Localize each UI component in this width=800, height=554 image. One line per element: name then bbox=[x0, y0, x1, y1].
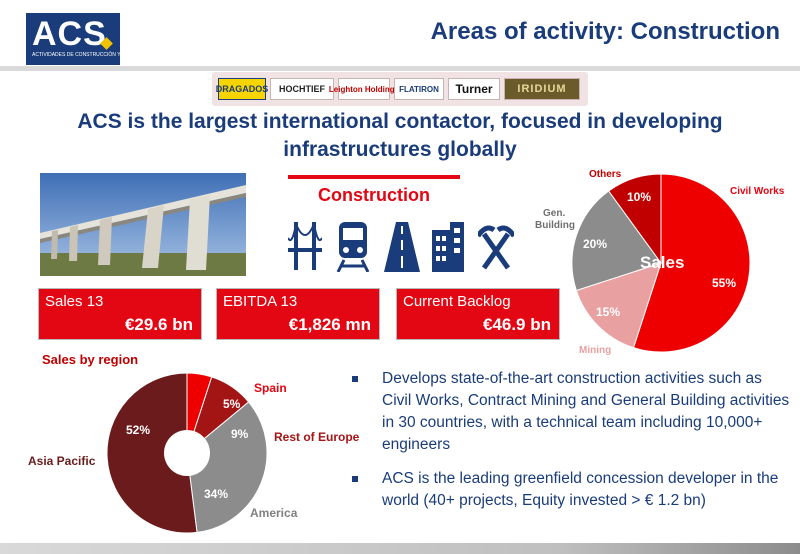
brand-flatiron: FLATIRON bbox=[394, 78, 444, 100]
value-asia-pacific: 52% bbox=[126, 423, 151, 437]
brand-dragados: DRAGADOS bbox=[216, 78, 268, 100]
donut-hole bbox=[164, 430, 210, 476]
construction-title: Construction bbox=[318, 185, 430, 205]
sales-pie-chart bbox=[571, 173, 751, 353]
region-donut-chart bbox=[106, 372, 268, 534]
brand-turner: Turner bbox=[448, 78, 500, 100]
road-icon bbox=[384, 222, 420, 272]
bridge-photo bbox=[40, 173, 246, 276]
train-icon bbox=[336, 222, 370, 272]
region-chart-title: Sales by region bbox=[42, 352, 139, 367]
value-gen-building: 20% bbox=[583, 237, 608, 251]
label-spain: Spain bbox=[254, 381, 287, 395]
kpi-backlog-label: Current Backlog bbox=[403, 293, 511, 310]
sales-pie-center-label: Sales bbox=[640, 253, 685, 272]
value-america: 34% bbox=[204, 487, 229, 501]
kpi-ebitda-value: €1,826 mn bbox=[288, 315, 371, 334]
bullet-text: ACS is the leading greenfield concession… bbox=[382, 470, 779, 509]
kpi-ebitda: EBITDA 13 €1,826 mn bbox=[216, 288, 380, 340]
bullet-marker-icon bbox=[352, 476, 358, 482]
slice-gen-building bbox=[571, 190, 662, 292]
brand-hochtief: HOCHTIEF bbox=[270, 78, 334, 100]
footer-bar bbox=[0, 543, 800, 554]
label-america: America bbox=[250, 506, 298, 520]
kpi-sales-value: €29.6 bn bbox=[124, 315, 193, 334]
acs-logo: ACS ACTIVIDADES DE CONSTRUCCIÓN Y SERVIC… bbox=[26, 13, 149, 65]
value-mining: 15% bbox=[596, 305, 621, 319]
value-others: 10% bbox=[627, 190, 652, 204]
kpi-sales: Sales 13 €29.6 bn bbox=[38, 288, 202, 340]
page-title: Areas of activity: Construction bbox=[430, 18, 780, 45]
brand-logo-strip: DRAGADOS HOCHTIEF Leighton Holdings FLAT… bbox=[212, 72, 588, 106]
kpi-backlog: Current Backlog €46.9 bn bbox=[396, 288, 560, 340]
bullet-item: Develops state-of-the-art construction a… bbox=[352, 368, 792, 458]
bridge-icon bbox=[288, 222, 322, 270]
kpi-ebitda-label: EBITDA 13 bbox=[223, 293, 298, 310]
headline: ACS is the largest international contact… bbox=[40, 108, 760, 164]
mining-tools-icon bbox=[478, 225, 514, 270]
slice-others bbox=[607, 173, 662, 265]
value-rest-of-europe: 9% bbox=[231, 427, 249, 441]
header-divider bbox=[0, 66, 800, 71]
label-asia-pacific: Asia Pacific bbox=[28, 454, 96, 468]
headline-line-2: infrastructures globally bbox=[283, 138, 517, 161]
construction-divider bbox=[288, 175, 460, 179]
kpi-backlog-value: €46.9 bn bbox=[482, 315, 551, 334]
logo-text: ACS bbox=[32, 15, 107, 53]
brand-iridium: IRIDIUM bbox=[504, 78, 580, 100]
bullet-marker-icon bbox=[352, 376, 358, 382]
label-gen-building-2: Building bbox=[535, 220, 575, 231]
brand-leighton: Leighton Holdings bbox=[329, 78, 399, 100]
logo-subtitle: ACTIVIDADES DE CONSTRUCCIÓN Y SERVICIOS bbox=[32, 52, 149, 58]
label-rest-of-europe: Rest of Europe bbox=[274, 430, 360, 444]
slice-america bbox=[186, 401, 268, 533]
bullet-item: ACS is the leading greenfield concession… bbox=[352, 468, 792, 518]
slice-mining bbox=[575, 262, 662, 349]
slice-civil-works bbox=[632, 173, 751, 353]
label-civil-works: Civil Works bbox=[730, 186, 785, 197]
value-civil-works: 55% bbox=[712, 276, 737, 290]
slice-asia-pacific bbox=[106, 372, 198, 534]
value-spain: 5% bbox=[223, 397, 241, 411]
headline-line-1: ACS is the largest international contact… bbox=[77, 110, 723, 133]
label-others: Others bbox=[589, 169, 622, 180]
label-mining: Mining bbox=[579, 345, 612, 356]
bullet-text: Develops state-of-the-art construction a… bbox=[382, 370, 790, 453]
kpi-sales-label: Sales 13 bbox=[45, 293, 104, 310]
building-icon bbox=[432, 222, 464, 272]
label-gen-building-1: Gen. bbox=[543, 208, 566, 219]
